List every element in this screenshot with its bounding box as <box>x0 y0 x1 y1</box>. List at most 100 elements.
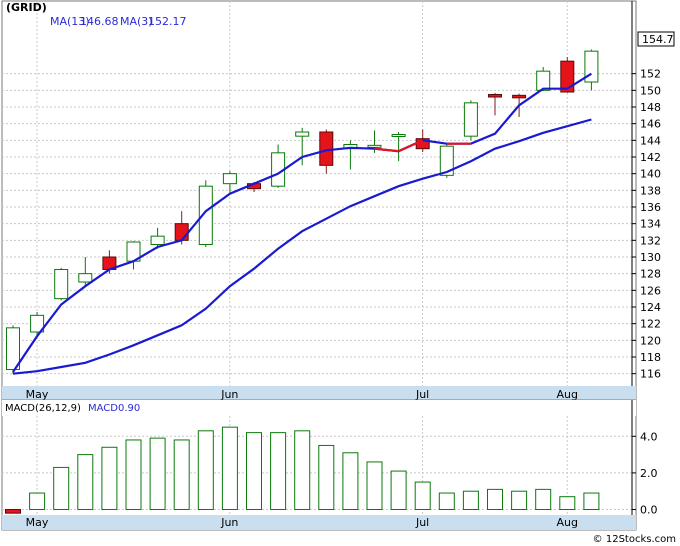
candle-body <box>6 327 20 371</box>
candle-body <box>174 223 189 241</box>
price-y-tick-label: 146 <box>640 118 661 131</box>
macd-bar <box>390 470 407 511</box>
price-x-axis-band <box>2 386 636 400</box>
price-y-tick-label: 128 <box>640 268 661 281</box>
macd-x-tick-label: Jul <box>415 516 429 529</box>
macd-bar <box>414 481 431 511</box>
macd-bar <box>173 439 190 511</box>
candle-body <box>78 273 93 283</box>
candle-body <box>439 145 454 176</box>
macd-bar <box>221 426 238 511</box>
candle-body <box>198 185 213 246</box>
macd-bar <box>77 454 94 511</box>
last-price-label: 154.7 <box>642 33 674 46</box>
macd-bar <box>318 444 335 511</box>
price-y-tick-label: 144 <box>640 134 661 147</box>
price-y-tick-label: 150 <box>640 84 661 97</box>
candle-body <box>560 60 575 93</box>
price-y-tick-label: 134 <box>640 218 661 231</box>
macd-bar <box>197 430 214 511</box>
price-y-tick-label: 120 <box>640 334 661 347</box>
ma-long-legend-label: MA(3) <box>120 15 153 28</box>
macd-bar <box>366 461 383 511</box>
candle-body <box>367 144 382 148</box>
macd-bar <box>53 466 70 511</box>
price-y-tick-label: 116 <box>640 368 661 381</box>
macd-bar <box>125 439 142 511</box>
candle-body <box>391 134 406 137</box>
price-y-tick-label: 122 <box>640 318 661 331</box>
macd-x-axis-band <box>2 515 636 530</box>
macd-bar <box>246 432 262 511</box>
macd-x-axis: MayJunJulAugSepOct <box>26 516 578 529</box>
macd-y-tick-label: 4.0 <box>640 430 658 443</box>
price-y-tick-label: 130 <box>640 251 661 264</box>
price-y-tick-label: 152 <box>640 68 661 81</box>
macd-bar <box>462 490 479 511</box>
price-y-tick-label: 140 <box>640 168 661 181</box>
candle-body <box>319 131 334 166</box>
macd-y-axis: 0.0 2.0 4.0 <box>631 400 658 517</box>
macd-bars <box>5 426 600 514</box>
candle-body <box>536 70 551 91</box>
candle-body <box>295 131 310 137</box>
ma-long-line <box>12 118 592 375</box>
moving-averages <box>12 72 592 375</box>
ma-short-red-segment <box>398 139 424 153</box>
price-y-tick-label: 118 <box>640 351 661 364</box>
ma-short-red-segment <box>374 147 399 153</box>
macd-y-tick-label: 0.0 <box>640 504 658 517</box>
price-x-tick-label: Jul <box>415 388 429 401</box>
ma-short-legend-label: MA(13) <box>50 15 90 28</box>
macd-bar <box>149 437 166 511</box>
price-y-tick-label: 148 <box>640 101 661 114</box>
last-price-box <box>637 31 675 47</box>
candle-body <box>512 94 527 99</box>
macd-bar <box>29 492 46 511</box>
macd-bar <box>438 492 455 511</box>
macd-bar <box>535 488 552 511</box>
price-x-tick-label: Aug <box>556 388 577 401</box>
price-title: (GRID) <box>6 1 47 14</box>
candle-body <box>463 102 478 137</box>
macd-x-tick-label: Aug <box>556 516 577 529</box>
price-y-tick-label: 124 <box>640 301 661 314</box>
macd-bar <box>487 488 503 511</box>
price-y-tick-label: 136 <box>640 201 661 214</box>
macd-bar <box>559 496 576 511</box>
price-panel-frame <box>1 0 637 401</box>
candle-body <box>584 50 599 83</box>
price-y-axis: 116 118 120 122 124 126 128 130 132 134 136 138 140 1… <box>631 1 661 386</box>
price-y-tick-label: 138 <box>640 184 661 197</box>
candle-body <box>488 94 502 98</box>
macd-bar <box>294 430 311 511</box>
macd-title: MACD(26,12,9) <box>5 403 81 414</box>
ma-long-legend-value: 152.17 <box>148 15 187 28</box>
macd-header-band <box>2 400 636 416</box>
macd-y-tick-label: 2.0 <box>640 467 658 480</box>
price-y-tick-label: 126 <box>640 284 661 297</box>
macd-bar <box>270 432 287 511</box>
price-y-tick-label: 142 <box>640 151 661 164</box>
price-candles <box>6 49 599 374</box>
ma-short-line <box>12 72 592 373</box>
macd-x-tick-label: Jun <box>220 516 238 529</box>
price-x-tick-label: Jun <box>220 388 238 401</box>
copyright-footer: © 12Stocks.com <box>593 534 676 545</box>
macd-value: 0.90 <box>118 403 140 414</box>
candle-body <box>30 314 45 333</box>
ma-short-legend-value: 146.68 <box>80 15 119 28</box>
candle-body <box>54 269 69 300</box>
candle-body <box>150 235 165 246</box>
macd-bar <box>511 490 528 511</box>
macd-bar <box>583 492 600 511</box>
price-x-axis: MayJunJulAugSepOct <box>26 388 578 401</box>
macd-bar <box>5 509 21 514</box>
price-gridlines <box>2 1 632 386</box>
macd-bar <box>101 446 118 511</box>
macd-bar <box>342 452 359 511</box>
price-y-tick-label: 132 <box>640 234 661 247</box>
macd-x-tick-label: May <box>26 516 49 529</box>
macd-value-label: MACD <box>88 403 118 414</box>
